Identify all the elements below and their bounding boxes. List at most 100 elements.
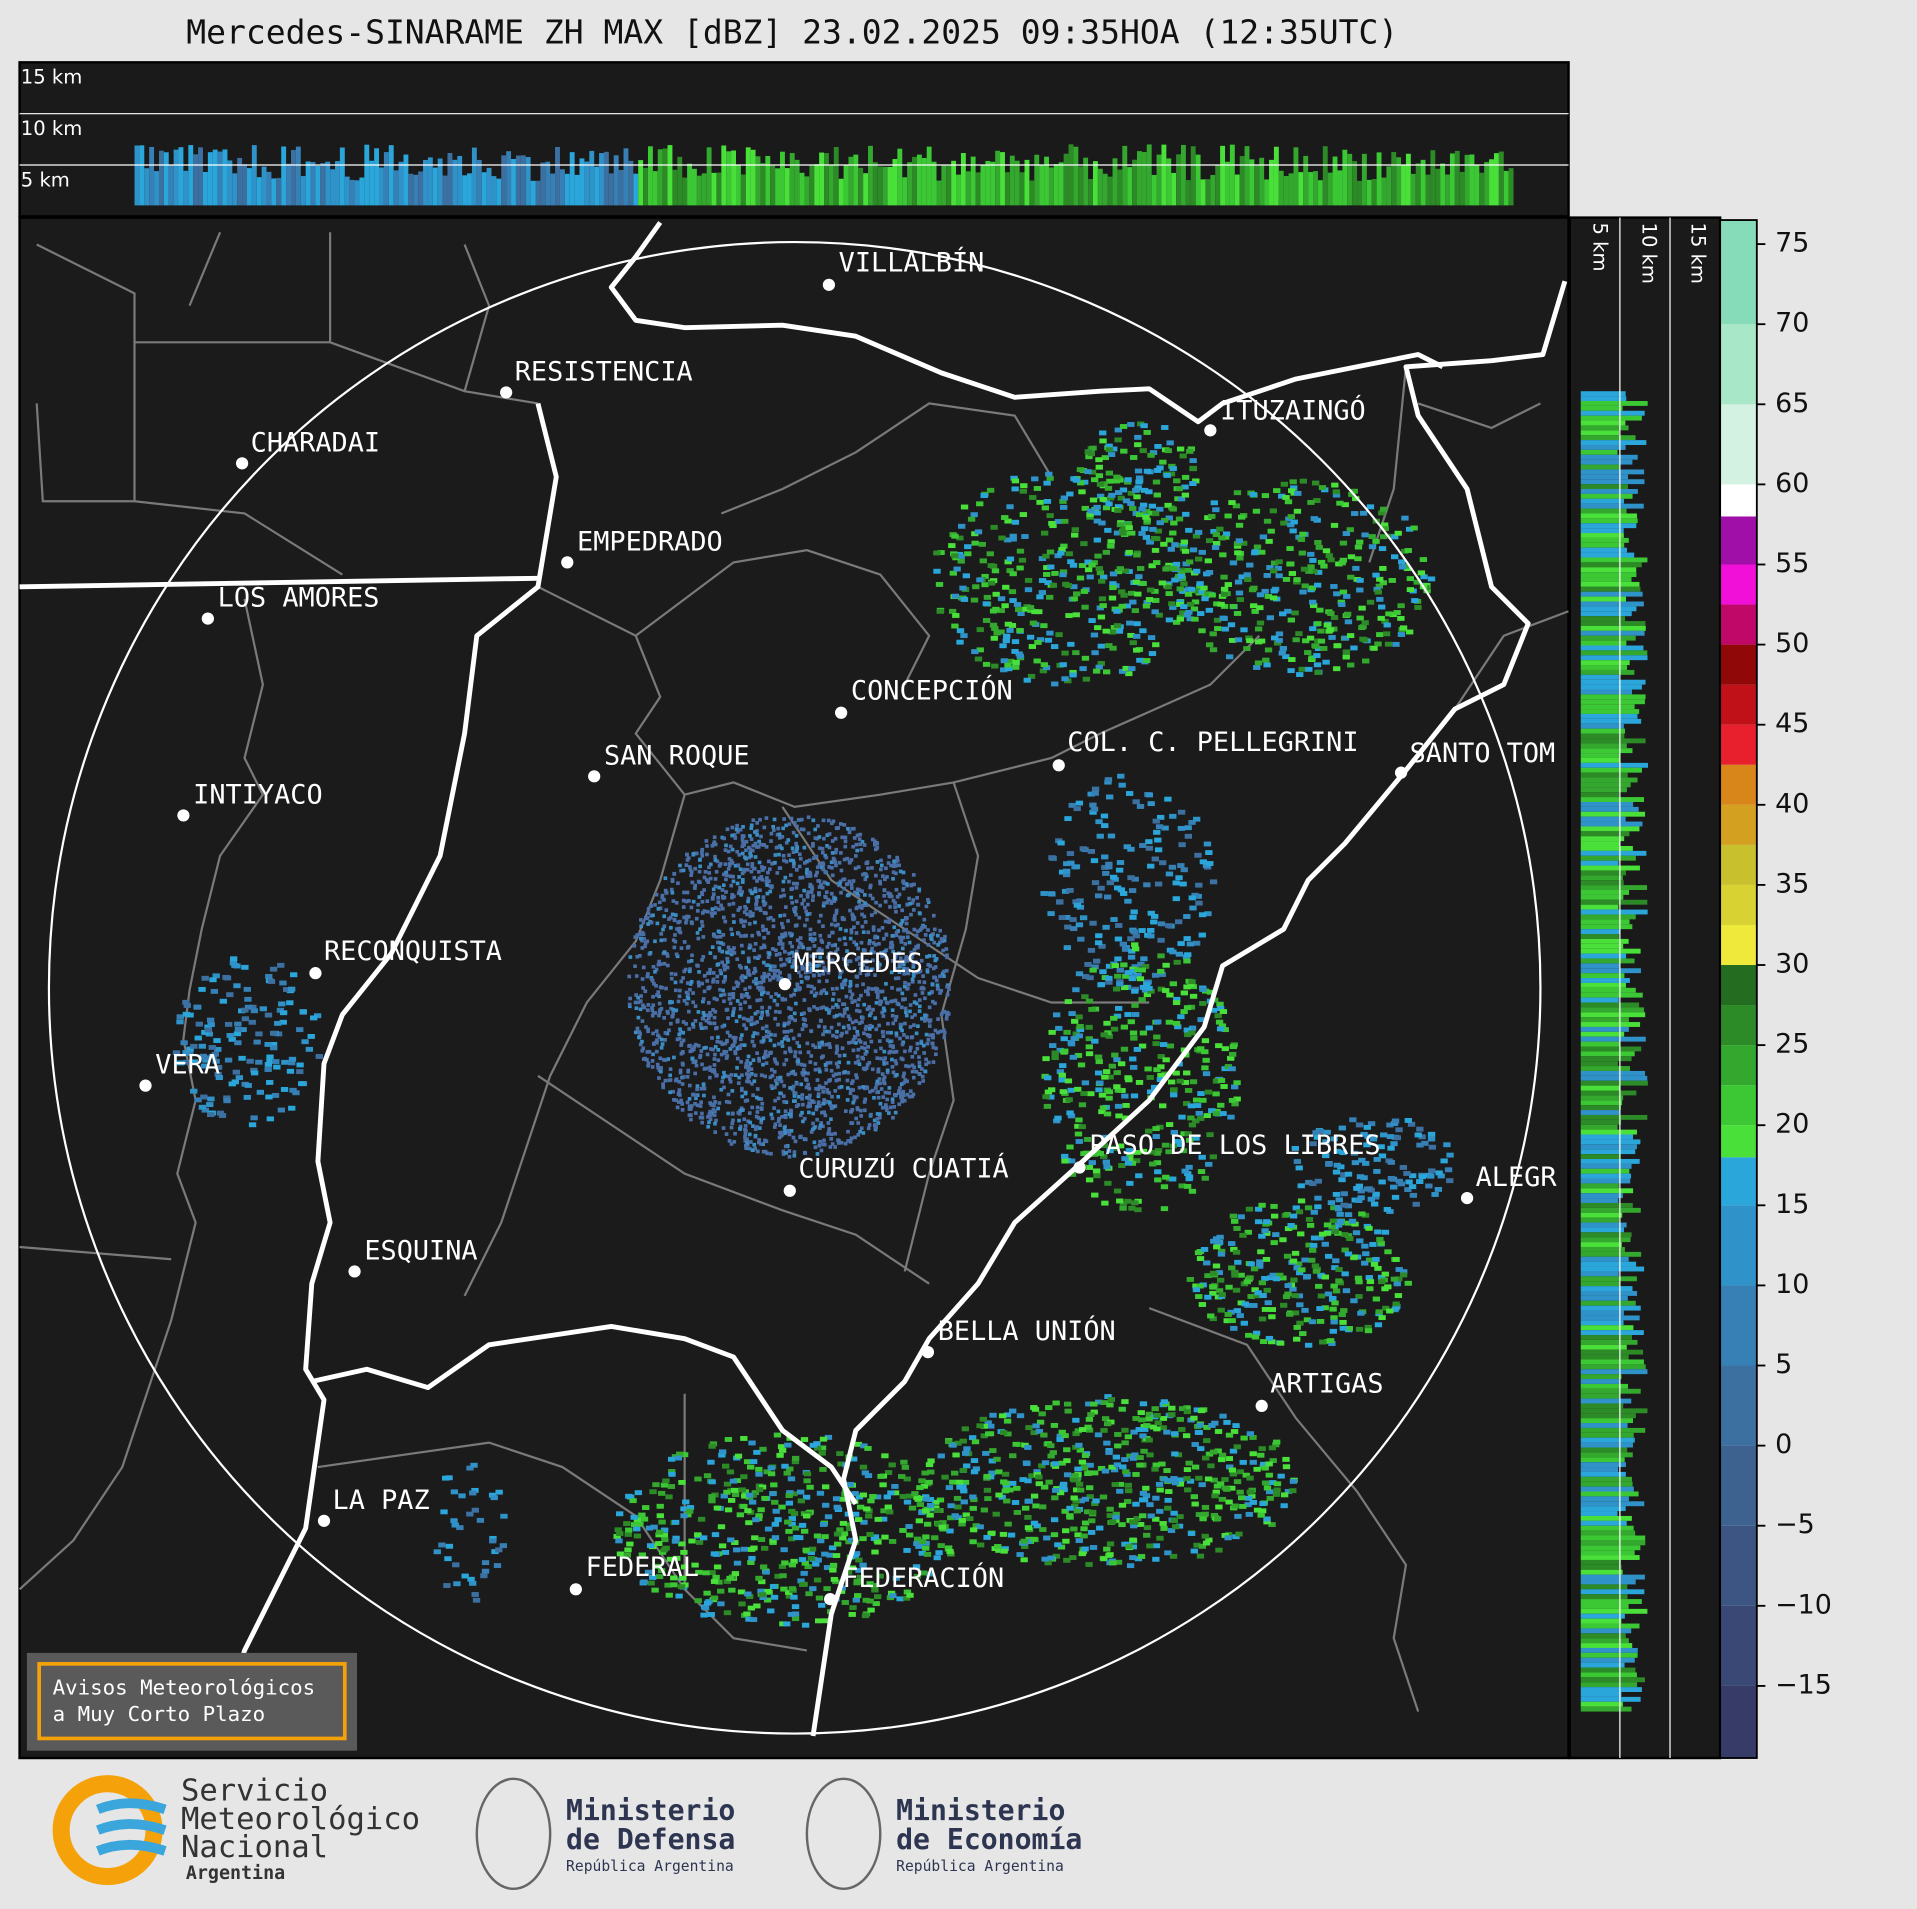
echo (888, 1044, 893, 1048)
echo (729, 1073, 734, 1077)
echo (827, 845, 832, 850)
echo (1089, 809, 1097, 815)
echo (1284, 1283, 1292, 1288)
echo (784, 823, 788, 828)
echo (1076, 898, 1084, 904)
echo (767, 859, 771, 864)
echo (1213, 601, 1221, 607)
echo (540, 162, 546, 206)
echo (1249, 1499, 1257, 1505)
echo (1197, 1046, 1205, 1052)
echo (852, 940, 857, 945)
echo (873, 935, 877, 940)
echo (853, 866, 858, 871)
echo (951, 553, 959, 559)
echo (679, 1098, 683, 1103)
echo (1102, 870, 1110, 876)
echo (791, 850, 796, 855)
echo (1395, 1267, 1403, 1272)
echo (1139, 581, 1147, 586)
echo (701, 997, 706, 1001)
echo (1240, 1320, 1248, 1326)
echo (792, 1094, 797, 1098)
echo (1102, 628, 1110, 634)
echo (834, 908, 839, 913)
echo (1152, 642, 1160, 648)
echo (1228, 1066, 1236, 1072)
echo (837, 998, 841, 1003)
echo (793, 1018, 797, 1023)
echo (921, 1079, 926, 1083)
echo (809, 1130, 814, 1134)
echo (1179, 1148, 1188, 1154)
echo (1224, 513, 1232, 519)
echo (1152, 1134, 1160, 1139)
echo (1366, 1279, 1375, 1285)
echo (823, 853, 828, 858)
echo (782, 817, 786, 821)
echo (985, 160, 991, 206)
echo (1105, 963, 1114, 969)
echo (787, 959, 792, 964)
echo (895, 1001, 900, 1006)
echo (861, 963, 866, 967)
echo (745, 1141, 749, 1145)
echo (1197, 1169, 1206, 1174)
echo (715, 980, 720, 984)
echo (1233, 543, 1242, 549)
echo (359, 177, 365, 206)
echo (1256, 605, 1264, 611)
echo (678, 863, 682, 868)
echo (761, 899, 766, 904)
echo (789, 816, 794, 821)
echo (772, 1043, 777, 1048)
echo (760, 1026, 765, 1031)
echo (926, 900, 931, 904)
echo (1157, 953, 1165, 959)
echo (1124, 479, 1132, 485)
echo (1099, 969, 1107, 975)
echo (1253, 665, 1261, 670)
echo (972, 1523, 980, 1529)
echo (824, 1007, 829, 1012)
echo (1341, 635, 1350, 641)
echo (916, 929, 920, 934)
echo (1110, 1467, 1119, 1473)
echo (807, 1086, 812, 1091)
echo (1332, 492, 1341, 498)
echo (894, 1049, 899, 1054)
echo (1131, 964, 1139, 970)
echo (834, 950, 838, 954)
echo (1165, 923, 1173, 929)
echo (1117, 169, 1123, 206)
echo (755, 1105, 760, 1110)
echo (839, 1140, 844, 1145)
echo (1395, 1276, 1403, 1282)
echo (1198, 912, 1207, 918)
echo (960, 633, 968, 639)
echo (879, 867, 883, 872)
echo (1153, 1034, 1161, 1040)
echo (1191, 1501, 1199, 1507)
echo (1339, 589, 1348, 595)
echo (1102, 1069, 1111, 1075)
echo (819, 1019, 823, 1023)
echo (848, 936, 853, 941)
echo (1309, 599, 1317, 605)
echo (882, 893, 887, 898)
echo (795, 881, 800, 886)
echo (776, 1022, 780, 1027)
echo (672, 871, 677, 876)
echo (921, 986, 926, 991)
echo (305, 161, 311, 206)
echo (1104, 1180, 1112, 1186)
echo (878, 1101, 883, 1106)
echo (1169, 813, 1177, 819)
echo (1011, 639, 1020, 645)
echo (794, 885, 799, 890)
echo (1063, 1029, 1071, 1035)
echo (633, 964, 637, 969)
echo (923, 1013, 927, 1018)
echo (1117, 773, 1125, 779)
echo (744, 848, 748, 853)
